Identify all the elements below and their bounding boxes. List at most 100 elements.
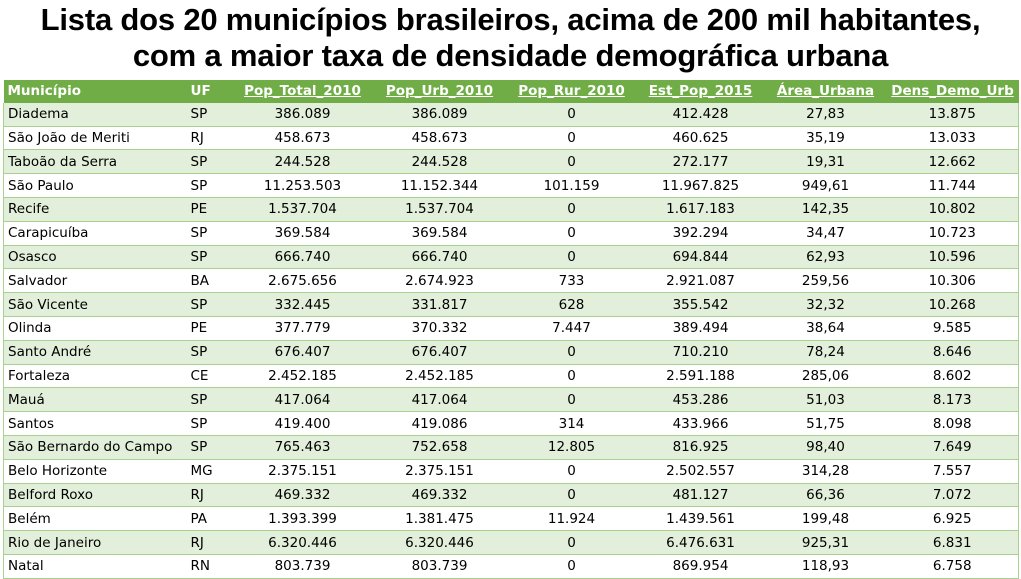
table-row: Olinda PE 377.779 370.332 7.447 389.494 38,64 9… xyxy=(3,316,1019,341)
cell-pop-urb-2010: 6.320.446 xyxy=(372,530,507,555)
cell-pop-total-2010: 417.064 xyxy=(232,387,373,413)
cell-est-pop-2015: 694.844 xyxy=(636,245,765,270)
cell-pop-total-2010: 369.584 xyxy=(232,221,373,246)
cell-est-pop-2015: 481.127 xyxy=(636,483,765,508)
cell-pop-urb-2010: 676.407 xyxy=(372,340,507,365)
cell-dens-demo-urb: 10.268 xyxy=(886,292,1019,317)
cell-pop-urb-2010: 666.740 xyxy=(372,245,507,270)
cell-area-urbana: 949,61 xyxy=(764,173,887,198)
cell-area-urbana: 66,36 xyxy=(764,483,887,508)
cell-area-urbana: 38,64 xyxy=(764,316,887,341)
cell-pop-total-2010: 6.320.446 xyxy=(232,530,373,555)
cell-municipio: Fortaleza xyxy=(3,364,187,389)
table-row: Mauá SP 417.064 417.064 0 453.286 51,03 8.173 xyxy=(3,387,1019,413)
cell-est-pop-2015: 2.502.557 xyxy=(636,459,765,484)
cell-pop-rur-2010: 12.805 xyxy=(506,435,637,460)
cell-pop-urb-2010: 419.086 xyxy=(372,411,507,436)
cell-est-pop-2015: 272.177 xyxy=(636,149,765,175)
cell-uf: SP xyxy=(186,173,233,198)
column-header-area-urbana: Área_Urbana xyxy=(764,80,887,103)
cell-dens-demo-urb: 10.306 xyxy=(886,268,1019,294)
cell-pop-rur-2010: 7.447 xyxy=(506,316,637,341)
cell-pop-total-2010: 386.089 xyxy=(232,102,373,127)
cell-dens-demo-urb: 7.649 xyxy=(886,435,1019,460)
cell-pop-urb-2010: 458.673 xyxy=(372,126,507,151)
title-line-2: com a maior taxa de densidade demográfic… xyxy=(132,38,889,73)
cell-pop-urb-2010: 752.658 xyxy=(372,435,507,460)
cell-municipio: Belo Horizonte xyxy=(3,459,187,484)
table-row: Osasco SP 666.740 666.740 0 694.844 62,93 10.59… xyxy=(3,245,1019,270)
cell-pop-total-2010: 666.740 xyxy=(232,245,373,270)
cell-uf: SP xyxy=(186,221,233,246)
cell-uf: PA xyxy=(186,506,233,532)
cell-est-pop-2015: 2.921.087 xyxy=(636,268,765,294)
cell-uf: PE xyxy=(186,316,233,341)
cell-pop-rur-2010: 733 xyxy=(506,268,637,294)
cell-municipio: Santos xyxy=(3,411,187,436)
cell-pop-rur-2010: 101.159 xyxy=(506,173,637,198)
cell-pop-urb-2010: 1.381.475 xyxy=(372,506,507,532)
cell-dens-demo-urb: 11.744 xyxy=(886,173,1019,198)
cell-uf: CE xyxy=(186,364,233,389)
table-row: São Vicente SP 332.445 331.817 628 355.542 32,… xyxy=(3,292,1019,317)
cell-pop-rur-2010: 0 xyxy=(506,126,637,151)
cell-area-urbana: 925,31 xyxy=(764,530,887,555)
cell-est-pop-2015: 710.210 xyxy=(636,340,765,365)
cell-municipio: Rio de Janeiro xyxy=(3,530,187,555)
cell-dens-demo-urb: 10.723 xyxy=(886,221,1019,246)
cell-dens-demo-urb: 9.585 xyxy=(886,316,1019,341)
municipalities-table: Município UF Pop_Total_2010 Pop_Urb_2010 Pop… xyxy=(3,80,1019,579)
cell-uf: SP xyxy=(186,245,233,270)
cell-pop-total-2010: 244.528 xyxy=(232,149,373,175)
cell-area-urbana: 98,40 xyxy=(764,435,887,460)
cell-pop-rur-2010: 11.924 xyxy=(506,506,637,532)
cell-municipio: Osasco xyxy=(3,245,187,270)
cell-est-pop-2015: 6.476.631 xyxy=(636,530,765,555)
cell-est-pop-2015: 392.294 xyxy=(636,221,765,246)
cell-pop-total-2010: 1.537.704 xyxy=(232,197,373,222)
cell-pop-total-2010: 1.393.399 xyxy=(232,506,373,532)
cell-pop-rur-2010: 0 xyxy=(506,197,637,222)
cell-uf: SP xyxy=(186,387,233,413)
cell-est-pop-2015: 389.494 xyxy=(636,316,765,341)
table-row: Belford Roxo RJ 469.332 469.332 0 481.127 66,3… xyxy=(3,483,1019,508)
table-row: São Bernardo do Campo SP 765.463 752.658 12.… xyxy=(3,435,1019,460)
cell-pop-rur-2010: 0 xyxy=(506,149,637,175)
cell-pop-rur-2010: 0 xyxy=(506,530,637,555)
cell-est-pop-2015: 355.542 xyxy=(636,292,765,317)
cell-municipio: Olinda xyxy=(3,316,187,341)
cell-area-urbana: 51,75 xyxy=(764,411,887,436)
cell-pop-urb-2010: 331.817 xyxy=(372,292,507,317)
cell-pop-urb-2010: 11.152.344 xyxy=(372,173,507,198)
cell-municipio: Recife xyxy=(3,197,187,222)
cell-est-pop-2015: 1.617.183 xyxy=(636,197,765,222)
table-row: Recife PE 1.537.704 1.537.704 0 1.617.183 142,… xyxy=(3,197,1019,222)
table-row: Santos SP 419.400 419.086 314 433.966 51,75 8.0… xyxy=(3,411,1019,436)
cell-pop-rur-2010: 0 xyxy=(506,340,637,365)
cell-pop-rur-2010: 0 xyxy=(506,554,637,579)
cell-area-urbana: 118,93 xyxy=(764,554,887,579)
cell-pop-rur-2010: 0 xyxy=(506,221,637,246)
cell-municipio: Salvador xyxy=(3,268,187,294)
cell-est-pop-2015: 11.967.825 xyxy=(636,173,765,198)
cell-est-pop-2015: 453.286 xyxy=(636,387,765,413)
cell-pop-total-2010: 2.675.656 xyxy=(232,268,373,294)
cell-dens-demo-urb: 8.646 xyxy=(886,340,1019,365)
cell-pop-rur-2010: 0 xyxy=(506,459,637,484)
table-row: São João de Meriti RJ 458.673 458.673 0 460.6… xyxy=(3,126,1019,151)
cell-area-urbana: 142,35 xyxy=(764,197,887,222)
table-row: Fortaleza CE 2.452.185 2.452.185 0 2.591.188 2… xyxy=(3,364,1019,389)
cell-municipio: São Bernardo do Campo xyxy=(3,435,187,460)
cell-municipio: Belford Roxo xyxy=(3,483,187,508)
cell-dens-demo-urb: 7.072 xyxy=(886,483,1019,508)
cell-uf: BA xyxy=(186,268,233,294)
cell-municipio: Belém xyxy=(3,506,187,532)
cell-pop-total-2010: 676.407 xyxy=(232,340,373,365)
cell-area-urbana: 32,32 xyxy=(764,292,887,317)
cell-uf: SP xyxy=(186,411,233,436)
column-header-dens-demo-urb: Dens_Demo_Urb xyxy=(886,80,1019,103)
cell-pop-rur-2010: 0 xyxy=(506,102,637,127)
cell-area-urbana: 78,24 xyxy=(764,340,887,365)
column-header-pop-rur-2010: Pop_Rur_2010 xyxy=(506,80,637,103)
title-line-1: Lista dos 20 municípios brasileiros, aci… xyxy=(40,2,981,37)
